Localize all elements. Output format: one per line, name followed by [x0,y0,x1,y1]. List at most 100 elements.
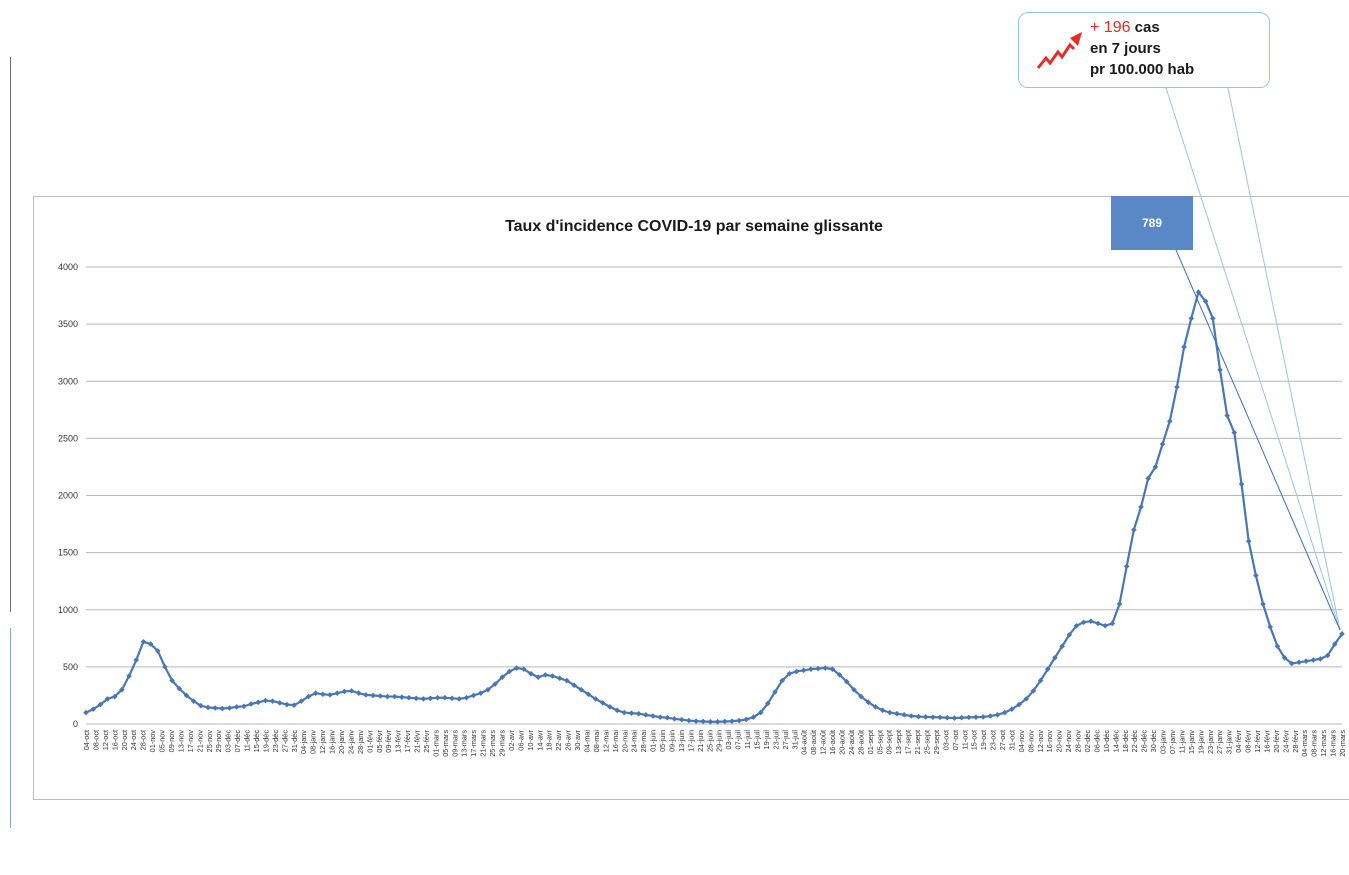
data-point [657,714,663,720]
data-point [571,682,577,688]
data-point [707,718,714,725]
x-tick-label: 31-déc [290,730,299,753]
data-point [944,714,951,721]
data-point [1116,601,1123,607]
x-tick-label: 10-déc [1102,730,1111,753]
data-point [377,693,384,699]
data-point [477,690,484,696]
data-point [922,714,929,720]
data-point [729,718,735,724]
data-point [205,704,211,711]
data-point [499,674,506,680]
y-tick-label: 0 [73,719,78,729]
x-tick-label: 08-mars [1310,730,1319,757]
x-tick-label: 08-mai [592,730,601,753]
data-point [714,718,721,725]
data-point [119,686,125,693]
trend-up-arrow-icon [1036,32,1082,69]
x-tick-label: 19-oct [979,730,988,750]
left-border-line-lower [10,628,11,828]
data-point [585,691,592,698]
x-tick-label: 11-juil [743,730,752,749]
x-tick-label: 31-janv [1225,730,1234,754]
data-point [391,693,398,700]
data-point [485,686,491,693]
data-point [111,693,118,700]
x-tick-label: 16-janv [328,730,337,754]
data-point [951,715,958,721]
callout-line2: en 7 jours [1090,40,1161,57]
data-point [1095,620,1101,627]
x-tick-label: 07-janv [1168,730,1177,754]
data-point [1102,622,1108,629]
x-tick-label: 28-mai [639,730,648,753]
x-tick-label: 01-sept [866,730,875,754]
data-point [930,714,936,720]
data-point [1303,658,1309,664]
x-tick-label: 02-déc [1083,730,1092,753]
data-point [1317,656,1324,662]
incidence-line-chart: Taux d'incidence COVID-19 par semaine gl… [58,218,1347,757]
x-tick-label: 23-janv [1206,730,1215,754]
x-tick-label: 04-nov [1017,730,1026,753]
x-tick-label: 08-janv [309,730,318,754]
x-tick-label: 05-sept [875,730,884,754]
x-tick-label: 11-janv [1177,730,1186,754]
data-point [879,707,886,714]
x-tick-label: 18-avr [545,729,554,750]
x-tick-label: 09-févr [384,729,393,752]
data-point [843,678,850,685]
data-point [219,705,226,712]
x-tick-label: 16-mai [611,730,620,753]
x-tick-label: 02-avr [507,729,516,750]
x-tick-label: 12-oct [101,730,110,750]
callout-line1-suffix: cas [1130,19,1160,36]
x-tick-label: 28-oct [139,730,148,750]
x-tick-label: 03-oct [941,730,950,750]
x-tick-label: 12-févr [1253,729,1262,752]
data-point [1260,601,1266,607]
data-point [370,692,376,699]
x-tick-label: 25-nov [205,730,214,753]
y-tick-label: 2500 [58,433,78,443]
data-point [83,709,89,716]
x-tick-label: 14-avr [535,729,544,750]
y-tick-label: 4000 [58,262,78,272]
data-point [320,691,326,698]
x-tick-label: 05-mars [441,730,450,757]
data-point [212,705,218,711]
x-tick-label: 19-juil [762,730,771,750]
y-tick-label: 3000 [58,376,78,386]
x-tick-label: 30-déc [1149,730,1158,753]
x-tick-label: 08-nov [1026,730,1035,753]
data-point [528,670,534,677]
data-point [241,703,247,710]
data-point [434,694,441,701]
x-tick-label: 03-juil [724,730,733,750]
x-tick-label: 17-sept [904,730,913,754]
x-tick-label: 29-nov [214,730,223,753]
x-tick-label: 05-févr [375,729,384,752]
series-line [85,289,1343,723]
data-point [1281,654,1288,661]
data-point [255,699,262,706]
x-tick-label: 16-oct [110,730,119,750]
data-point [1131,526,1137,533]
data-point [97,701,104,708]
x-tick-label: 24-janv [346,730,355,754]
data-point [1073,622,1080,629]
x-tick-label: 20-août [837,730,846,755]
x-tick-label: 31-juil [790,730,799,750]
data-point [664,714,671,721]
data-point [284,701,290,708]
data-point [398,694,405,700]
data-point [800,667,807,674]
data-point [815,665,821,672]
x-tick-label: 05-juin [658,730,667,752]
data-point [413,695,419,702]
x-tick-label: 01-juin [649,730,658,752]
data-point [535,674,541,680]
y-tick-label: 2000 [58,491,78,501]
chart-title: Taux d'incidence COVID-19 par semaine gl… [505,218,883,235]
x-tick-label: 23-oct [989,730,998,750]
